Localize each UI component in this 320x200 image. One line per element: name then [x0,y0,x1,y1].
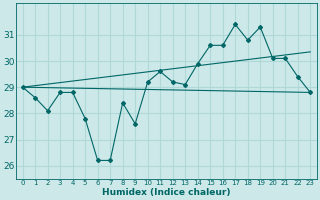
X-axis label: Humidex (Indice chaleur): Humidex (Indice chaleur) [102,188,231,197]
